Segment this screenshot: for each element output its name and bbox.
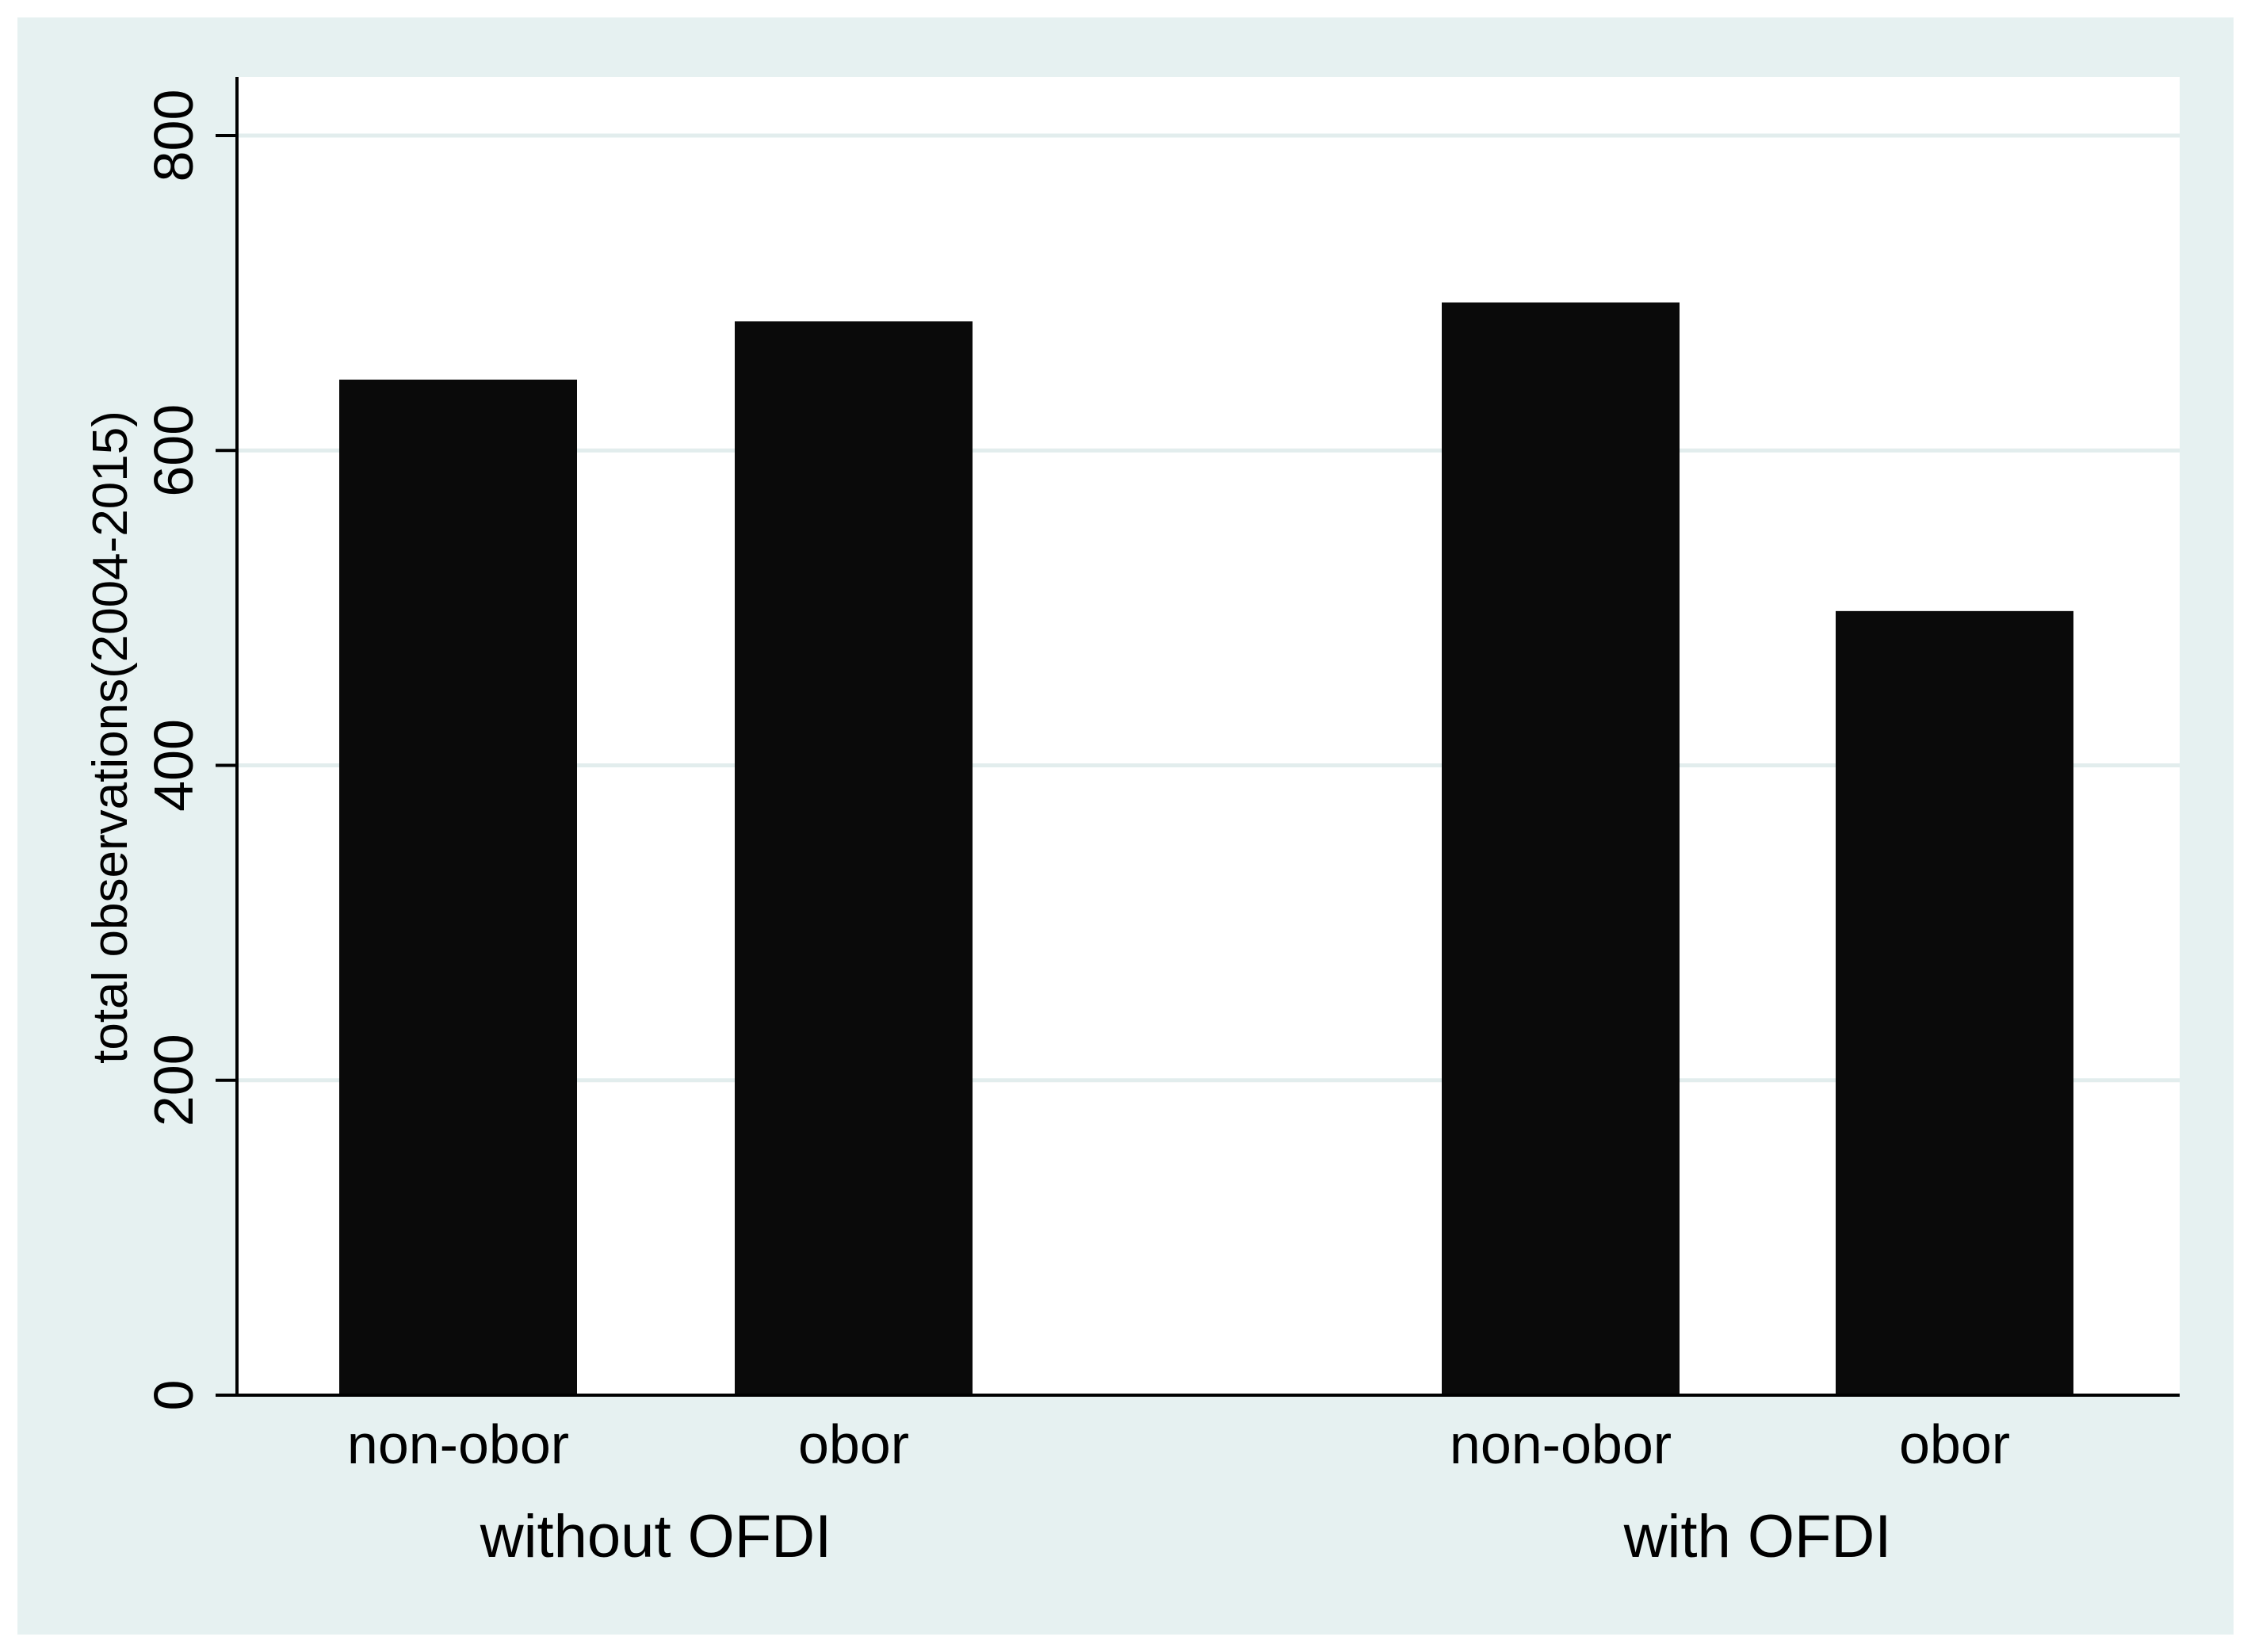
y-axis-title: total observations(2004-2015): [83, 411, 138, 1064]
x-category-label: non-obor: [347, 1413, 569, 1475]
bar-0-1: [735, 321, 973, 1396]
x-group-label: with OFDI: [1623, 1503, 1892, 1570]
bar-0-0: [339, 379, 577, 1395]
y-tick-label: 600: [143, 404, 204, 497]
y-tick-label: 0: [143, 1380, 204, 1411]
y-tick-label: 800: [143, 90, 204, 182]
x-group-label: without OFDI: [480, 1503, 831, 1570]
bar-1-1: [1836, 610, 2073, 1395]
x-category-label: obor: [1899, 1413, 2010, 1475]
bar-1-0: [1442, 302, 1680, 1396]
y-tick-label: 400: [143, 719, 204, 812]
x-category-label: obor: [798, 1413, 909, 1475]
x-category-label: non-obor: [1450, 1413, 1672, 1475]
y-tick-label: 200: [143, 1034, 204, 1126]
